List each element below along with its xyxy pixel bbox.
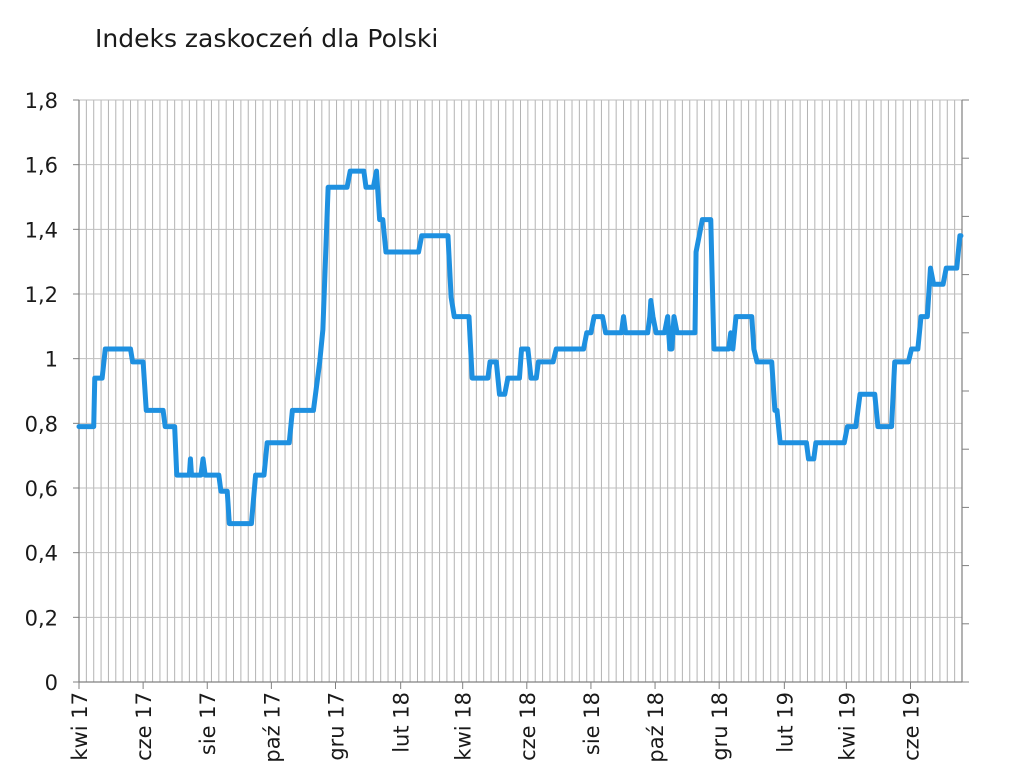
x-axis-tick-labels: kwi 17 cze 17 sie 17 paź 17 gru 17 lut 18 kwi … xyxy=(68,692,923,763)
x-tick-label: kwi 19 xyxy=(835,692,859,761)
axes xyxy=(73,99,969,689)
x-tick-label: lut 18 xyxy=(390,692,414,753)
y-tick-label: 1 xyxy=(45,348,58,372)
series xyxy=(76,168,964,527)
y-tick-label: 0,4 xyxy=(25,542,58,566)
x-tick-label: cze 17 xyxy=(132,692,156,761)
y-tick-label: 1,2 xyxy=(25,283,58,307)
y-tick-label: 0,8 xyxy=(25,412,58,436)
y-tick-label: 0,2 xyxy=(25,606,58,630)
y-tick-label: 1,8 xyxy=(25,89,58,113)
x-tick-label: cze 19 xyxy=(899,692,923,761)
y-tick-label: 1,4 xyxy=(25,218,58,242)
x-tick-label: kwi 17 xyxy=(68,692,92,761)
y-axis-tick-labels: 0 0,2 0,4 0,6 0,8 1 1,2 1,4 1,6 1,8 xyxy=(25,89,58,695)
x-tick-label: gru 17 xyxy=(324,692,348,761)
x-tick-label: cze 18 xyxy=(516,692,540,761)
x-tick-label: paź 17 xyxy=(260,692,284,763)
x-tick-label: paź 18 xyxy=(644,692,668,763)
x-tick-label: sie 17 xyxy=(196,692,220,755)
y-tick-label: 1,6 xyxy=(25,154,58,178)
y-tick-label: 0,6 xyxy=(25,477,58,501)
x-tick-label: lut 19 xyxy=(773,692,797,753)
x-tick-label: sie 18 xyxy=(580,692,604,755)
series-line xyxy=(76,168,964,527)
x-tick-label: gru 18 xyxy=(708,692,732,761)
chart-title: Indeks zaskoczeń dla Polski xyxy=(95,24,439,53)
gridlines xyxy=(78,99,963,683)
x-tick-label: kwi 18 xyxy=(452,692,476,761)
y-tick-label: 0 xyxy=(45,671,58,695)
